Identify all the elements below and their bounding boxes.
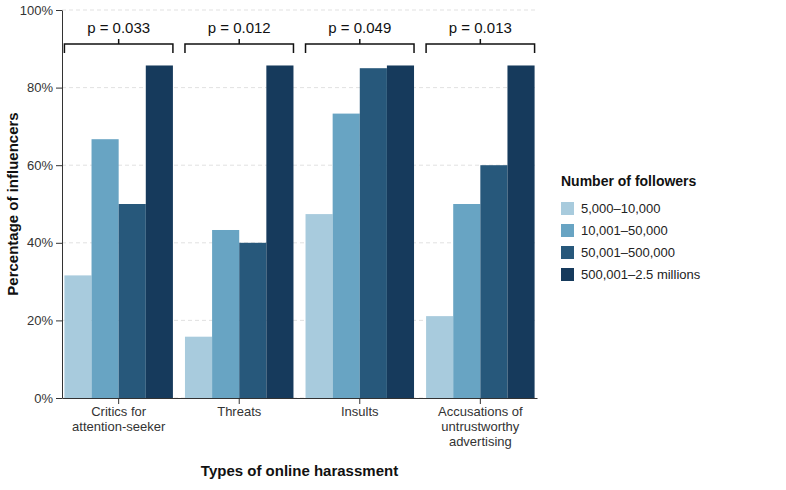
bar: [266, 65, 293, 398]
tick-mark: [118, 398, 119, 404]
tick-label: 80%: [27, 80, 53, 95]
tick-label: Threats: [217, 404, 262, 419]
y-axis-title: Percentage of influencers: [4, 112, 21, 295]
tick: 60%: [27, 158, 62, 173]
legend-label: 50,001–500,000: [581, 245, 675, 260]
tick-label: Critics forattention-seeker: [72, 404, 166, 434]
bar: [92, 139, 119, 398]
tick-mark: [480, 398, 481, 404]
plot: 0% 20% 40% 60% 80% 100% Critics forattention-s…: [20, 3, 538, 449]
tick-mark: [56, 10, 62, 11]
legend-label: 500,001–2.5 millions: [581, 267, 701, 282]
bar: [507, 65, 534, 398]
legend-label: 5,000–10,000: [581, 201, 661, 216]
bar: [185, 337, 212, 398]
tick: 20%: [27, 313, 62, 328]
tick: 0%: [34, 391, 62, 406]
bars: [64, 65, 534, 398]
chart: 0% 20% 40% 60% 80% 100% Critics forattention-s…: [0, 0, 786, 490]
bar: [480, 165, 507, 398]
tick-mark: [56, 165, 62, 166]
tick-mark: [359, 398, 360, 404]
tick: 80%: [27, 80, 62, 95]
tick: Insults: [341, 398, 379, 419]
tick-label: 40%: [27, 235, 53, 250]
grid: [62, 10, 537, 398]
annotation: p = 0.013: [449, 19, 512, 36]
bar: [119, 204, 146, 398]
bar: [306, 214, 333, 398]
bar: [387, 65, 414, 398]
legend-swatch: [561, 224, 574, 237]
tick: 100%: [20, 3, 62, 18]
legend: Number of followers 5,000–10,000 10,001–50…: [561, 173, 701, 282]
bracket: [306, 39, 415, 53]
tick: Critics forattention-seeker: [72, 398, 166, 434]
bar: [146, 65, 173, 398]
axis-line: [62, 11, 63, 399]
annotation: p = 0.012: [208, 19, 271, 36]
legend-swatch: [561, 246, 574, 259]
bar: [360, 68, 387, 398]
tick: Accusations ofuntrustworthyadvertising: [438, 398, 523, 449]
legend-item: 50,001–500,000: [561, 245, 675, 260]
annotations: p = 0.033 p = 0.012 p = 0.049 p = 0.013: [64, 19, 534, 53]
x-axis-title: Types of online harassment: [201, 462, 398, 479]
bar-series: [146, 65, 535, 398]
tick: 40%: [27, 235, 62, 250]
tick-label: 20%: [27, 313, 53, 328]
tick-mark: [56, 243, 62, 244]
bar-series: [119, 68, 508, 398]
bar: [453, 204, 480, 398]
bar: [212, 230, 239, 398]
bar: [64, 275, 91, 398]
bracket: [64, 39, 173, 53]
tick-label: 60%: [27, 158, 53, 173]
legend-label: 10,001–50,000: [581, 223, 668, 238]
tick-label: 0%: [34, 391, 53, 406]
bar: [333, 114, 360, 398]
legend-item: 500,001–2.5 millions: [561, 267, 701, 282]
bar: [239, 243, 266, 398]
tick-mark: [239, 398, 240, 404]
annotation: p = 0.049: [328, 19, 391, 36]
tick-mark: [56, 88, 62, 89]
tick: Threats: [217, 398, 262, 419]
legend-swatch: [561, 202, 574, 215]
tick-label: 100%: [20, 3, 54, 18]
tick-mark: [56, 320, 62, 321]
tick-mark: [56, 398, 62, 399]
tick-label: Accusations ofuntrustworthyadvertising: [438, 404, 523, 449]
tick-label: Insults: [341, 404, 379, 419]
legend-item: 10,001–50,000: [561, 223, 668, 238]
grid-line: [62, 87, 537, 88]
legend-swatch: [561, 268, 574, 281]
axis-line: [63, 398, 538, 399]
legend-title: Number of followers: [561, 173, 697, 189]
grid-line: [62, 165, 537, 166]
annotation: p = 0.033: [87, 19, 150, 36]
x-axis: Critics forattention-seeker Threats Insult…: [63, 398, 538, 449]
legend-item: 5,000–10,000: [561, 201, 661, 216]
bracket: [185, 39, 294, 53]
grid-line: [62, 10, 537, 11]
bracket: [426, 39, 535, 53]
bar: [426, 316, 453, 398]
y-axis: 0% 20% 40% 60% 80% 100%: [20, 3, 63, 406]
